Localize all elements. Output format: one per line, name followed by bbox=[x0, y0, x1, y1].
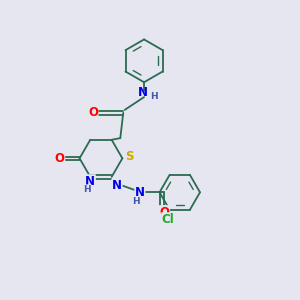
Text: N: N bbox=[138, 86, 148, 99]
Text: H: H bbox=[133, 197, 140, 206]
Text: O: O bbox=[88, 106, 98, 119]
Text: H: H bbox=[83, 185, 91, 194]
Text: N: N bbox=[135, 186, 145, 199]
Text: O: O bbox=[55, 152, 64, 165]
Text: H: H bbox=[150, 92, 158, 101]
Text: S: S bbox=[124, 150, 133, 163]
Text: O: O bbox=[160, 206, 170, 219]
Text: N: N bbox=[85, 175, 95, 188]
Text: Cl: Cl bbox=[162, 213, 175, 226]
Text: N: N bbox=[112, 179, 122, 192]
